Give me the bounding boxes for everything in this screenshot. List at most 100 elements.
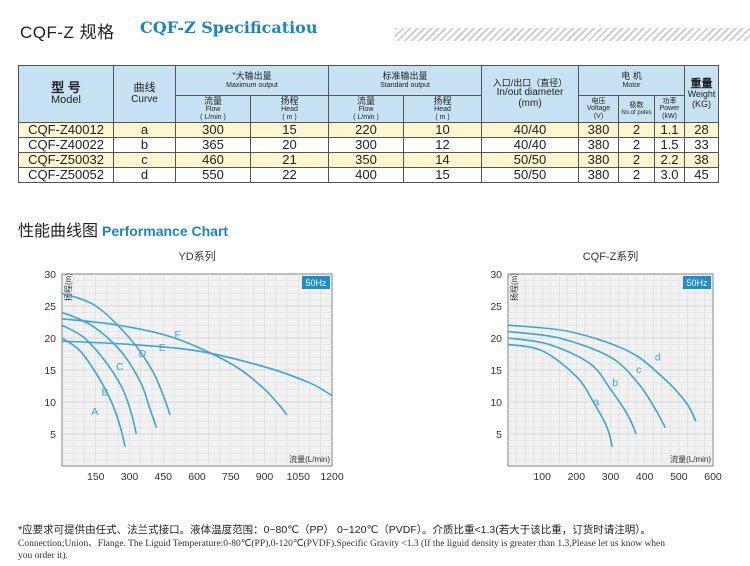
cell-voltage: 380 (578, 122, 620, 138)
cell-std-flow: 300 (328, 137, 404, 153)
cell-model: CQF-Z50032 (18, 152, 114, 168)
frequency-badge-label: 50Hz (686, 278, 708, 288)
spec-table: 型 号 Model 曲线 Curve "大输出量 Maximum output … (18, 65, 720, 183)
table-row: CQF-Z50032 c 460 21 350 14 50/50 380 2 2… (18, 152, 720, 168)
cell-max-flow: 300 (175, 122, 251, 138)
note-en: Connection;Union、Flange. The Liguid Temp… (18, 539, 666, 561)
x-axis-label: 流量(L/min) (289, 454, 330, 464)
x-axis-label: 流量(L/min) (670, 454, 711, 464)
y-axis-label: 扬程(m) (509, 273, 519, 301)
y-tick-label: 20 (490, 333, 502, 345)
y-tick-label: 15 (490, 365, 502, 377)
table-row: CQF-Z50052 d 550 22 400 15 50/50 380 2 3… (18, 167, 720, 183)
x-tick-label: 450 (154, 471, 172, 483)
cell-voltage: 380 (578, 137, 620, 153)
cell-std-flow: 220 (328, 122, 404, 138)
curve-A (61, 337, 126, 447)
cell-power: 1.5 (654, 137, 686, 153)
y-tick-label: 30 (44, 269, 56, 281)
cqfz-performance-chart: CQF-Z系列 50Hz 5 10 15 20 25 30 100 200 300 400 500 600… (490, 249, 722, 483)
frequency-badge (683, 276, 711, 289)
cell-max-head: 21 (250, 152, 329, 168)
cell-weight: 38 (684, 152, 720, 168)
curve-C (61, 311, 158, 428)
y-tick-label: 20 (44, 333, 56, 345)
cell-voltage: 380 (578, 167, 620, 183)
x-tick-label: 500 (670, 471, 688, 483)
col-std-head: 扬程 Head ( m ) (402, 95, 483, 123)
cell-std-head: 14 (402, 152, 483, 168)
curve-D (61, 292, 171, 416)
y-tick-label: 25 (490, 301, 502, 313)
cell-port: 50/50 (481, 152, 580, 168)
col-motor: 电 机 Motor (578, 65, 686, 96)
curve-b (507, 337, 637, 435)
y-tick-label: 5 (496, 429, 502, 441)
x-tick-label: 900 (256, 471, 274, 483)
curve-label: a (593, 396, 599, 408)
cell-std-flow: 400 (328, 167, 404, 183)
cell-max-flow: 550 (175, 167, 251, 183)
cell-model: CQF-Z50052 (18, 167, 114, 183)
cell-max-flow: 365 (175, 137, 251, 153)
spec-title-zh: CQF-Z 规格 (20, 23, 115, 42)
table-row: CQF-Z40012 a 300 15 220 10 40/40 380 2 1… (18, 122, 720, 138)
curve-c (507, 330, 666, 428)
frequency-badge-label: 50Hz (305, 278, 327, 288)
cell-max-flow: 460 (175, 152, 251, 168)
header: CQF-Z 规格 CQF-Z Specificatiou (0, 0, 750, 52)
table-row: CQF-Z40022 b 365 20 300 12 40/40 380 2 1… (18, 137, 720, 153)
cell-poles: 2 (618, 122, 656, 138)
cell-weight: 45 (684, 167, 720, 183)
cell-max-head: 22 (250, 167, 329, 183)
x-tick-label: 150 (87, 471, 105, 483)
curve-E (61, 318, 288, 416)
spec-title-en: CQF-Z Specificatiou (140, 18, 318, 37)
col-weight: 重量 Weight (KG) (684, 65, 720, 123)
cell-std-flow: 350 (328, 152, 404, 168)
x-tick-label: 100 (533, 471, 551, 483)
x-tick-label: 200 (568, 471, 586, 483)
curve-label: c (636, 364, 641, 376)
col-curve: 曲线 Curve (113, 65, 176, 123)
cell-poles: 2 (618, 137, 656, 153)
chart-title: CQF-Z系列 (583, 249, 639, 263)
cell-max-head: 15 (250, 122, 329, 138)
cell-curve: c (113, 152, 176, 168)
curve-label: E (159, 342, 166, 354)
curve-F (61, 340, 333, 397)
curve-label: D (139, 348, 147, 360)
x-tick-label: 1200 (320, 471, 344, 483)
curve-d (507, 324, 697, 422)
frequency-badge (302, 276, 330, 289)
cell-port: 40/40 (481, 137, 580, 153)
x-tick-label: 600 (188, 471, 206, 483)
y-tick-label: 30 (490, 269, 502, 281)
cell-std-head: 10 (402, 122, 483, 138)
cell-std-head: 15 (402, 167, 483, 183)
cell-weight: 33 (684, 137, 720, 153)
y-tick-label: 15 (44, 365, 56, 377)
performance-title: 性能曲线图 Performance Chart (18, 217, 228, 241)
chart-title: YD系列 (178, 249, 215, 263)
col-power: 功率 Power (kW) (654, 95, 686, 123)
x-tick-label: 300 (121, 471, 139, 483)
header-stripe (395, 28, 750, 41)
curve-label: B (101, 387, 108, 399)
cell-port: 40/40 (481, 122, 580, 138)
col-poles: 极数 No.of poles (618, 95, 656, 123)
curve-label: b (612, 377, 618, 389)
y-axis-label: 扬程(m) (63, 273, 73, 301)
x-tick-label: 600 (704, 471, 722, 483)
cell-poles: 2 (618, 152, 656, 168)
x-tick-label: 1050 (287, 471, 311, 483)
cell-power: 2.2 (654, 152, 686, 168)
curve-a (507, 343, 613, 447)
yd-performance-chart: YD系列 50Hz 5 10 15 20 25 30 150 300 450 600 750 900 105… (44, 249, 344, 483)
col-port: 入口/出口（直径） In/out diameter (mm) (481, 65, 580, 123)
cell-curve: b (113, 137, 176, 153)
curve-label: A (91, 406, 98, 418)
col-model: 型 号 Model (18, 65, 114, 123)
col-max-output: "大输出量 Maximum output (175, 65, 329, 96)
x-tick-label: 750 (222, 471, 240, 483)
